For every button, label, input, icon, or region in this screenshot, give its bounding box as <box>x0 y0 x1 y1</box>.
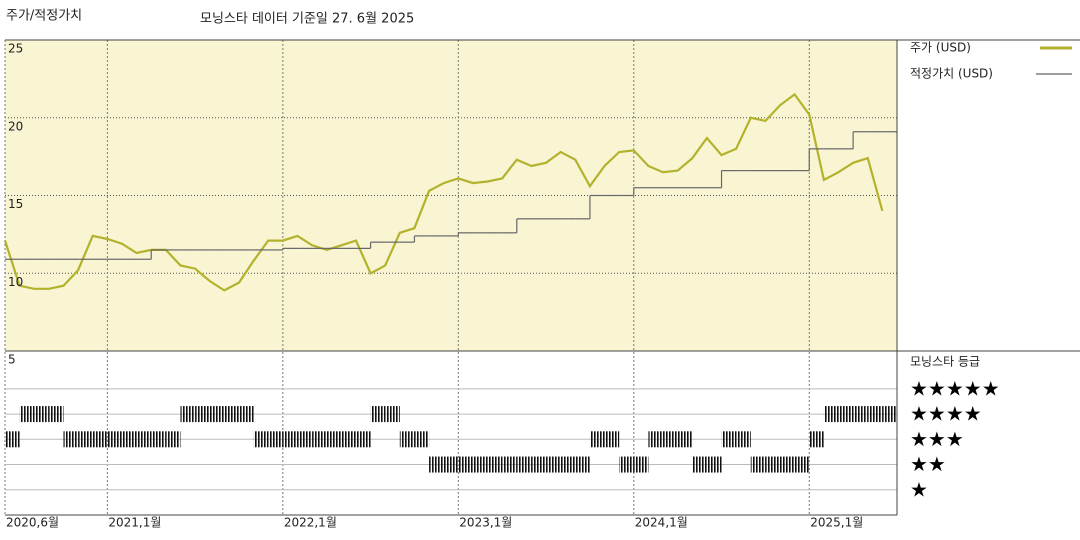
rating-bar <box>487 456 503 473</box>
rating-bar <box>472 456 488 473</box>
rating-bar <box>502 456 517 473</box>
x-tick-label: 2023,1월 <box>459 516 512 530</box>
rating-bar <box>78 431 93 448</box>
rating-bar <box>853 406 868 423</box>
rating-bar <box>429 456 444 473</box>
rating-bar <box>312 431 327 448</box>
y-tick-label: 15 <box>8 197 23 211</box>
rating-label: ★★ <box>910 452 946 476</box>
x-tick-label: 2025,1월 <box>810 516 863 530</box>
rating-bar <box>385 406 400 423</box>
rating-bar <box>253 431 269 448</box>
rating-bar <box>706 456 722 473</box>
rating-bar <box>516 456 532 473</box>
x-tick-label: 2020,6월 <box>6 516 59 530</box>
rating-bar <box>648 431 664 448</box>
rating-bar <box>224 406 239 423</box>
rating-bar <box>326 431 342 448</box>
rating-bar <box>838 406 854 423</box>
rating-label: ★ <box>910 477 928 501</box>
rating-bar <box>736 431 751 448</box>
y-tick-label: 25 <box>8 42 23 56</box>
rating-bar <box>414 431 430 448</box>
rating-bar <box>195 406 210 423</box>
legend-label: 적정가치 (USD) <box>910 67 993 81</box>
rating-bar <box>823 406 839 423</box>
rating-bar <box>546 456 561 473</box>
rating-bar <box>589 431 605 448</box>
rating-bar <box>765 456 781 473</box>
rating-bar <box>282 431 298 448</box>
rating-bar <box>721 431 737 448</box>
rating-bar <box>268 431 283 448</box>
rating-label: ★★★★★ <box>910 376 1000 400</box>
rating-bar <box>750 456 766 473</box>
rating-bar <box>180 406 196 423</box>
rating-bar <box>794 456 810 473</box>
rating-bar <box>619 456 634 473</box>
rating-bar <box>458 456 473 473</box>
rating-bar <box>399 431 415 448</box>
rating-bar <box>882 406 897 423</box>
rating-bar <box>692 456 707 473</box>
rating-bar <box>809 431 824 448</box>
rating-bar <box>209 406 225 423</box>
rating-bar <box>121 431 137 448</box>
price-line <box>3 92 884 292</box>
rating-bar <box>136 431 152 448</box>
x-tick-label: 2021,1월 <box>108 516 161 530</box>
y-tick-label: 10 <box>8 275 23 289</box>
rating-bar <box>238 406 254 423</box>
rating-bar <box>604 431 620 448</box>
rating-bar <box>370 406 386 423</box>
plot-background <box>5 40 897 351</box>
rating-bar <box>165 431 181 448</box>
legend-label: 주가 (USD) <box>910 41 971 55</box>
rating-bar <box>63 431 79 448</box>
y-tick-label: 20 <box>8 119 23 133</box>
rating-title: 모닝스타 등급 <box>910 355 980 369</box>
rating-bar <box>48 406 64 423</box>
rating-bar <box>355 431 371 448</box>
rating-bar <box>92 431 108 448</box>
rating-bar <box>297 431 313 448</box>
rating-bar <box>341 431 356 448</box>
rating-label: ★★★★ <box>910 402 982 426</box>
rating-bar <box>677 431 693 448</box>
rating-bar <box>107 431 122 448</box>
rating-bar <box>633 456 649 473</box>
y-tick-label: 5 <box>8 353 16 367</box>
page-title: 주가/적정가치 <box>6 9 82 24</box>
rating-bar <box>34 406 49 423</box>
rating-bar <box>560 456 576 473</box>
rating-bar <box>663 431 678 448</box>
rating-bar <box>867 406 883 423</box>
rating-bar <box>443 456 459 473</box>
x-tick-label: 2024,1월 <box>635 516 688 530</box>
rating-label: ★★★ <box>910 427 964 451</box>
page-subtitle: 모닝스타 데이터 기준일 27. 6월 2025 <box>200 12 414 27</box>
rating-bar <box>531 456 547 473</box>
rating-bar <box>5 431 20 448</box>
rating-bar <box>19 406 35 423</box>
rating-bar <box>780 456 795 473</box>
x-tick-label: 2022,1월 <box>284 516 337 530</box>
rating-bar <box>151 431 166 448</box>
rating-bar <box>575 456 590 473</box>
